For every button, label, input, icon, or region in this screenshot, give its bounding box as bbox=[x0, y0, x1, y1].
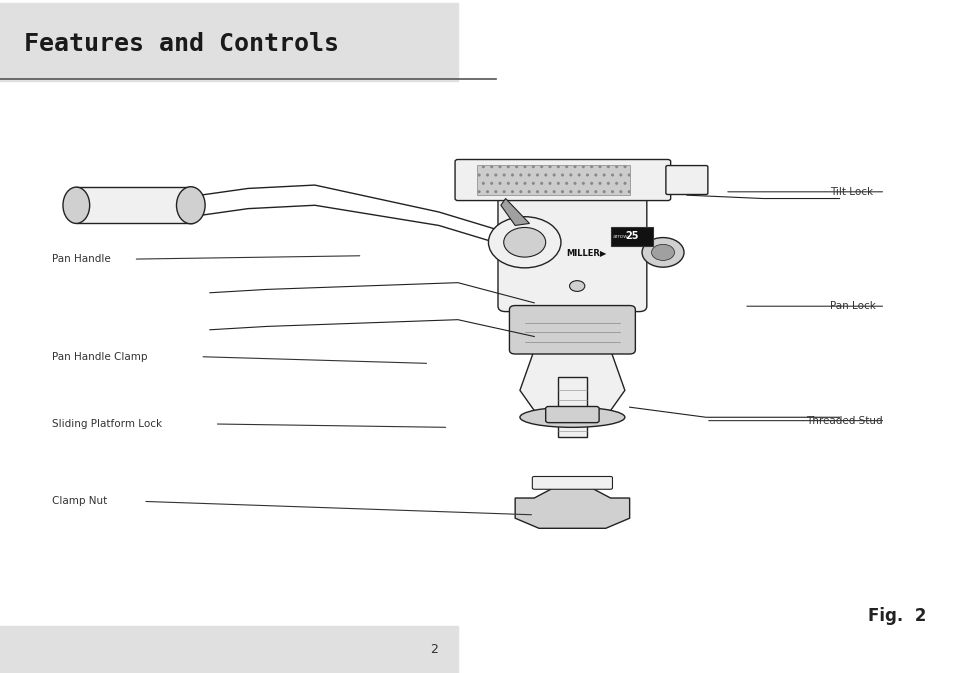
FancyBboxPatch shape bbox=[665, 166, 707, 194]
Text: Pan Lock: Pan Lock bbox=[829, 302, 875, 311]
FancyBboxPatch shape bbox=[497, 193, 646, 312]
Circle shape bbox=[488, 217, 560, 268]
Bar bbox=[0, 3, 457, 81]
Text: Pan Handle Clamp: Pan Handle Clamp bbox=[52, 352, 148, 361]
Bar bbox=[76, 187, 193, 223]
Circle shape bbox=[651, 244, 674, 260]
Polygon shape bbox=[515, 488, 629, 528]
Text: Tilt Lock: Tilt Lock bbox=[829, 187, 872, 197]
Text: arrow: arrow bbox=[612, 234, 627, 239]
Text: 2: 2 bbox=[430, 643, 437, 656]
Ellipse shape bbox=[519, 407, 624, 427]
FancyBboxPatch shape bbox=[545, 406, 598, 423]
Circle shape bbox=[569, 281, 584, 291]
Text: MILLER▶: MILLER▶ bbox=[566, 248, 606, 257]
Bar bbox=[476, 165, 629, 195]
Text: Pan Handle: Pan Handle bbox=[52, 254, 112, 264]
Bar bbox=[610, 227, 653, 246]
Bar bbox=[558, 377, 586, 437]
FancyBboxPatch shape bbox=[532, 476, 612, 489]
Text: Fig.  2: Fig. 2 bbox=[867, 607, 925, 625]
Text: 25: 25 bbox=[624, 232, 639, 241]
Polygon shape bbox=[500, 199, 529, 225]
Text: Clamp Nut: Clamp Nut bbox=[52, 497, 108, 506]
Polygon shape bbox=[519, 350, 624, 411]
FancyBboxPatch shape bbox=[455, 160, 670, 201]
Circle shape bbox=[503, 227, 545, 257]
FancyBboxPatch shape bbox=[509, 306, 635, 354]
Text: Features and Controls: Features and Controls bbox=[24, 32, 338, 56]
Bar bbox=[0, 626, 457, 673]
Text: Threaded Stud: Threaded Stud bbox=[805, 416, 882, 425]
Ellipse shape bbox=[176, 187, 205, 224]
Text: Sliding Platform Lock: Sliding Platform Lock bbox=[52, 419, 162, 429]
Ellipse shape bbox=[63, 187, 90, 223]
Circle shape bbox=[641, 238, 683, 267]
